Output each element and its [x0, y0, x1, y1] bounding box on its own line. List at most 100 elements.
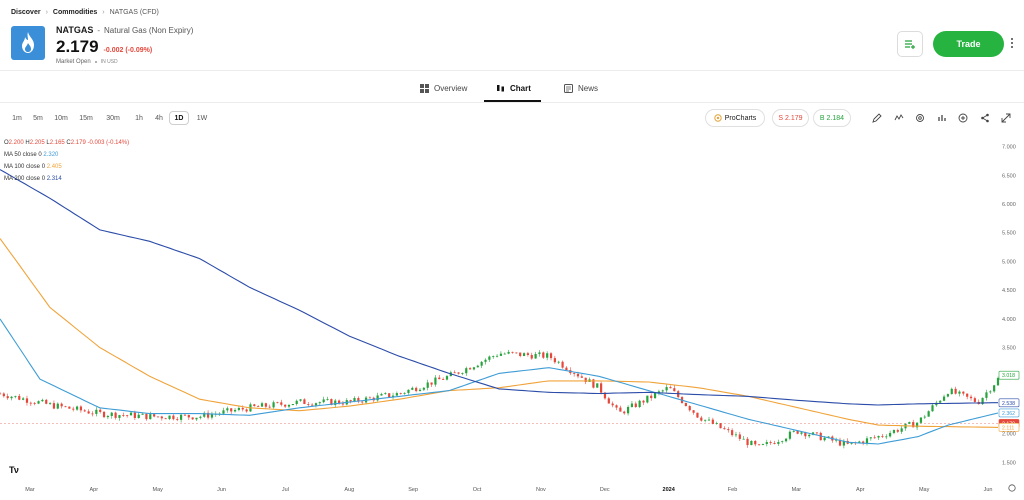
ma50-legend[interactable]: MA 50 close 0 2.320 [4, 152, 59, 158]
candle-body [122, 415, 125, 416]
candle-body [892, 430, 896, 433]
candle-body [64, 406, 67, 408]
candle-body [114, 412, 117, 418]
sell-price-button[interactable]: S 2.179 [772, 109, 809, 127]
timeframe-1m[interactable]: 1m [12, 114, 22, 122]
chevron-right-icon: › [45, 9, 48, 16]
candle-body [946, 394, 950, 397]
candle-body [538, 352, 541, 355]
candle-body [522, 353, 526, 357]
timeframe-1w[interactable]: 1W [196, 114, 208, 122]
buy-price-button[interactable]: B 2.184 [813, 109, 851, 127]
ma100-legend[interactable]: MA 100 close 0 2.405 [4, 164, 62, 170]
settings-icon[interactable] [913, 111, 926, 124]
candle-body [191, 417, 194, 420]
change-value: -0.003 (-0.14%) [87, 140, 130, 146]
instrument-symbol: NATGAS [56, 25, 94, 35]
candle-body [415, 387, 418, 392]
candle-body [896, 430, 899, 432]
indicators-icon[interactable] [892, 111, 905, 124]
procharts-button[interactable]: ProCharts [705, 109, 765, 127]
candle-body [696, 412, 699, 418]
add-to-watchlist-button[interactable] [897, 31, 923, 57]
candle-body [41, 399, 44, 402]
candle-body [553, 358, 556, 363]
candle-body [322, 399, 325, 403]
candle-body [149, 414, 152, 420]
candle-body [357, 398, 360, 402]
y-tick-label: 3.500 [1002, 346, 1016, 352]
candle-body [792, 430, 795, 432]
candle-body [422, 387, 425, 390]
candle-body [519, 352, 522, 357]
tab-overview[interactable]: Overview [420, 76, 467, 101]
candle-body [299, 399, 302, 401]
x-tick-label: Apr [90, 487, 99, 493]
timeframe-1d[interactable]: 1D [169, 111, 189, 125]
candle-body [865, 438, 869, 444]
x-tick-label: Nov [536, 487, 546, 493]
breadcrumb-discover[interactable]: Discover [11, 9, 41, 16]
timeframe-4h[interactable]: 4h [155, 114, 163, 122]
share-icon[interactable] [978, 111, 991, 124]
candle-body [715, 423, 718, 424]
candle-body [361, 401, 364, 403]
timeframe-10m[interactable]: 10m [54, 114, 68, 122]
x-tick-label: Dec [600, 487, 610, 493]
candle-body [260, 403, 264, 407]
candle-body [661, 390, 664, 392]
candle-body [280, 402, 283, 405]
x-tick-label: May [919, 487, 930, 493]
candle-body [592, 379, 595, 388]
timeframe-1h[interactable]: 1h [135, 114, 143, 122]
candle-body [734, 434, 738, 436]
candle-body [45, 399, 48, 404]
candle-body [353, 398, 356, 402]
candle-body [815, 432, 818, 434]
trade-button[interactable]: Trade [933, 31, 1004, 57]
ma200-legend[interactable]: MA 200 close 0 2.314 [4, 176, 62, 182]
candle-body [653, 392, 657, 399]
price-chart[interactable]: 7.000 6.500 6.000 5.500 5.000 4.500 4.000 3.500… [0, 133, 1024, 500]
candle-body [942, 396, 946, 401]
tab-chart[interactable]: Chart [496, 76, 531, 101]
candle-body [330, 399, 333, 405]
candle-body [919, 417, 923, 423]
chart-settings-icon[interactable] [1008, 484, 1016, 492]
tab-news[interactable]: News [564, 76, 598, 101]
breadcrumb-commodities[interactable]: Commodities [52, 9, 98, 16]
ma100-value: 2.405 [46, 164, 62, 170]
timeframe-30m[interactable]: 30m [106, 114, 120, 122]
candle-body [603, 392, 607, 399]
candle-body [954, 388, 957, 394]
x-tick-label: Mar [792, 487, 802, 493]
y-tick-label: 5.500 [1002, 231, 1016, 237]
candle-body [99, 409, 102, 412]
candle-body [526, 353, 529, 355]
candle-body [858, 441, 861, 443]
candle-body [488, 356, 491, 360]
bar-chart-icon[interactable] [935, 111, 948, 124]
price-label: 2.538 [1002, 401, 1015, 407]
candle-body [781, 441, 784, 443]
candle-body [91, 413, 94, 415]
candle-body [106, 416, 109, 418]
candle-body [129, 412, 133, 416]
add-icon[interactable] [956, 111, 969, 124]
timeframe-5m[interactable]: 5m [33, 114, 43, 122]
candle-body [889, 432, 892, 437]
chart-canvas[interactable]: 7.000 6.500 6.000 5.500 5.000 4.500 4.000 3.500… [0, 133, 1024, 500]
candle-body [461, 373, 464, 375]
candle-body [684, 402, 687, 407]
expand-icon[interactable] [999, 111, 1012, 124]
pencil-icon[interactable] [870, 111, 883, 124]
candle-body [241, 407, 244, 410]
candle-body [877, 435, 880, 438]
instrument-change: -0.002 (-0.09%) [103, 47, 153, 54]
candle-body [442, 379, 445, 380]
ma200-value: 2.314 [46, 176, 62, 182]
timeframe-15m[interactable]: 15m [79, 114, 93, 122]
more-options-icon[interactable] [1008, 35, 1016, 51]
candle-body [445, 376, 449, 380]
candle-body [711, 419, 714, 424]
